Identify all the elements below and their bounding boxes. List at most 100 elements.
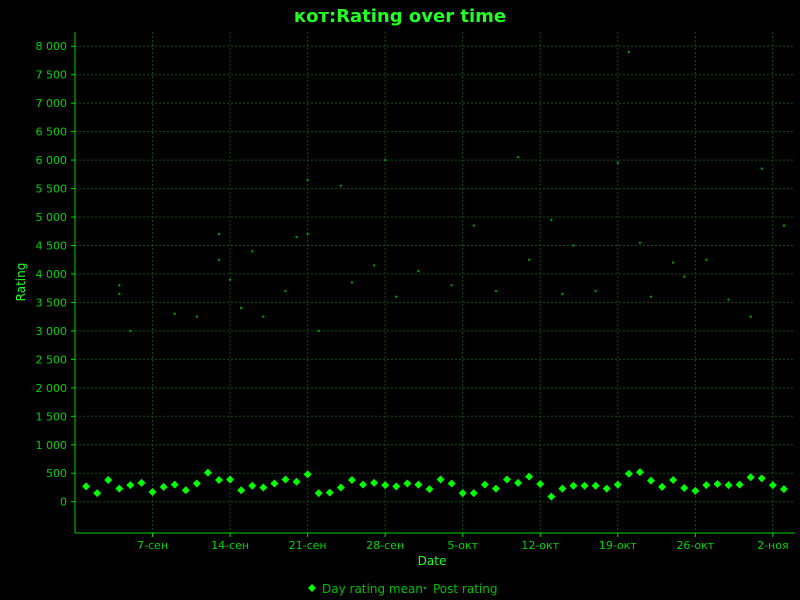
post-rating-point <box>727 298 730 301</box>
y-tick-label: 6 000 <box>36 154 68 167</box>
day-rating-mean-point <box>658 482 667 491</box>
day-rating-mean-point <box>757 474 766 483</box>
y-tick-label: 8 000 <box>36 40 68 53</box>
post-rating-point <box>417 269 420 273</box>
day-rating-mean-point <box>181 486 190 495</box>
post-rating-point <box>705 258 708 261</box>
x-axis-title: Date <box>418 554 447 568</box>
day-rating-mean-point <box>713 480 722 489</box>
post-rating-point <box>638 241 642 244</box>
day-rating-mean-point <box>104 476 113 485</box>
day-rating-mean-point <box>680 484 689 493</box>
post-rating-point <box>262 315 265 318</box>
day-rating-mean-point <box>126 481 135 490</box>
y-tick-label: 0 <box>60 496 67 509</box>
y-tick-label: 7 500 <box>36 69 68 82</box>
day-rating-mean-point <box>336 483 345 492</box>
day-rating-mean-point <box>447 479 456 488</box>
y-tick-label: 1 500 <box>36 410 68 423</box>
day-rating-mean-point <box>292 477 301 486</box>
post-rating-point <box>395 295 398 298</box>
legend-post-marker <box>423 586 427 590</box>
x-tick-label: 28-сен <box>366 539 404 552</box>
post-rating-point <box>195 315 199 318</box>
day-rating-mean-point <box>779 485 788 494</box>
post-rating-point <box>649 295 653 298</box>
day-rating-mean-point <box>148 488 157 497</box>
day-rating-mean-point <box>602 484 611 493</box>
post-rating-point <box>129 329 132 333</box>
grid-layer <box>75 32 795 533</box>
post-rating-point <box>239 306 243 310</box>
post-rating-point <box>372 264 376 267</box>
day-rating-mean-point <box>735 480 744 489</box>
post-rating-point <box>317 329 320 333</box>
y-tick-label: 5 000 <box>36 211 68 224</box>
day-rating-mean-point <box>647 476 655 485</box>
post-rating-point <box>527 258 531 261</box>
day-rating-mean-point <box>370 478 379 487</box>
day-rating-mean-point <box>480 480 489 489</box>
post-rating-point <box>627 50 631 54</box>
post-rating-point <box>782 224 786 227</box>
day-rating-mean-point <box>436 475 445 484</box>
day-rating-mean-point <box>569 481 578 490</box>
day-rating-mean-point <box>226 475 235 484</box>
post-rating-point <box>683 275 686 279</box>
post-rating-point <box>228 278 232 281</box>
legend-mean-marker <box>308 584 316 592</box>
axis-layer: 0 500 1 000 1 500 2 000 2 500 3 000 3 500 4 000 4… <box>36 32 795 552</box>
post-rating-layer <box>118 50 786 333</box>
post-rating-point <box>671 261 675 264</box>
chart-title: кот:Rating over time <box>294 6 506 27</box>
day-rating-mean-point <box>215 476 223 485</box>
day-rating-mean-point <box>93 489 102 498</box>
day-rating-mean-point <box>192 479 201 488</box>
y-tick-label: 2 000 <box>36 382 68 395</box>
day-rating-mean-point <box>746 473 755 482</box>
day-rating-mean-point <box>203 468 212 477</box>
day-rating-mean-point <box>392 482 401 491</box>
post-rating-point <box>494 289 498 293</box>
y-tick-label: 500 <box>46 467 67 480</box>
day-rating-mean-point <box>768 481 777 490</box>
day-rating-mean-point <box>491 484 500 493</box>
post-rating-point <box>306 232 309 236</box>
day-rating-mean-point <box>536 480 545 489</box>
post-rating-point <box>550 218 553 222</box>
x-tick-label: 5-окт <box>447 539 478 552</box>
day-rating-mean-point <box>624 469 633 478</box>
day-rating-mean-point <box>469 489 478 498</box>
y-axis-title: Rating <box>14 263 28 302</box>
day-rating-mean-point <box>270 479 279 488</box>
y-tick-label: 4 500 <box>36 239 68 252</box>
post-rating-point <box>217 258 221 261</box>
y-tick-label: 4 000 <box>36 268 68 281</box>
post-rating-point <box>306 178 309 182</box>
post-rating-point <box>450 284 453 287</box>
day-rating-mean-point <box>159 482 168 491</box>
day-rating-mean-point <box>503 475 511 484</box>
day-rating-mean-point <box>115 484 124 493</box>
day-rating-mean-point <box>669 476 678 485</box>
day-rating-mean-point <box>347 476 356 485</box>
x-tick-label: 21-сен <box>289 539 327 552</box>
x-tick-label: 26-окт <box>676 539 714 552</box>
day-rating-mean-point <box>137 478 146 487</box>
post-rating-point <box>472 224 475 227</box>
y-tick-label: 7 000 <box>36 97 68 110</box>
post-rating-point <box>760 167 763 170</box>
legend: Day rating mean Post rating <box>308 582 497 596</box>
day-rating-mean-point <box>691 486 700 495</box>
legend-post-label: Post rating <box>433 582 497 596</box>
day-rating-mean-point <box>403 479 412 488</box>
y-tick-label: 3 000 <box>36 325 68 338</box>
post-rating-point <box>284 289 287 293</box>
day-rating-mean-point <box>259 483 268 492</box>
x-tick-label: 2-ноя <box>757 539 789 552</box>
day-rating-mean-point <box>702 481 711 490</box>
day-rating-mean-point <box>591 481 600 490</box>
day-rating-mean-point <box>381 481 390 490</box>
